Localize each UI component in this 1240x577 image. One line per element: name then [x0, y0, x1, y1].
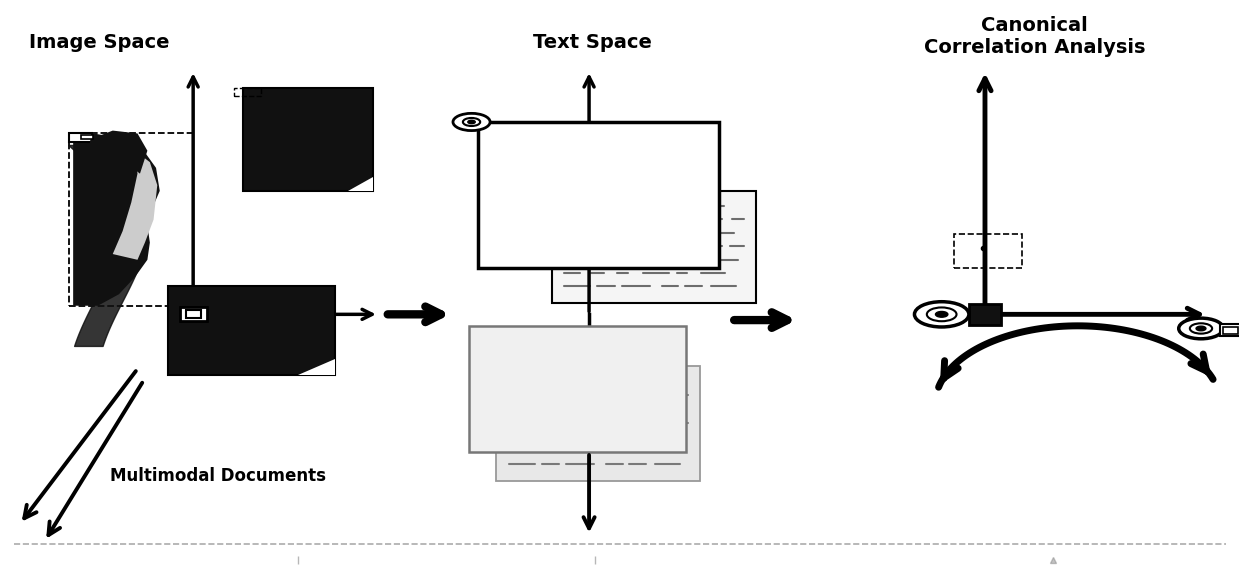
Circle shape: [1197, 326, 1207, 331]
Bar: [954, 234, 1022, 268]
Polygon shape: [86, 130, 148, 174]
Circle shape: [926, 308, 956, 321]
Circle shape: [914, 302, 968, 327]
Bar: [180, 308, 207, 321]
Bar: [469, 326, 686, 452]
Bar: [169, 286, 336, 374]
Text: Image Space: Image Space: [29, 33, 169, 52]
Bar: [234, 88, 262, 96]
Circle shape: [1179, 318, 1224, 339]
Circle shape: [453, 113, 490, 130]
Polygon shape: [113, 151, 157, 260]
Text: Text Space: Text Space: [533, 33, 652, 52]
Bar: [1224, 327, 1238, 334]
Circle shape: [1190, 323, 1213, 334]
Bar: [968, 304, 1001, 325]
Circle shape: [467, 120, 475, 123]
Text: Multimodal Documents: Multimodal Documents: [110, 467, 326, 485]
Bar: [1220, 324, 1240, 336]
Polygon shape: [73, 133, 160, 306]
Bar: [496, 366, 701, 481]
Bar: [243, 88, 372, 191]
Bar: [81, 135, 93, 139]
Bar: [552, 191, 756, 303]
Bar: [186, 310, 201, 319]
Polygon shape: [347, 177, 372, 191]
Bar: [69, 133, 193, 306]
Circle shape: [935, 312, 947, 317]
Bar: [181, 308, 206, 321]
Circle shape: [463, 118, 480, 126]
Bar: [69, 133, 92, 142]
Polygon shape: [299, 358, 336, 374]
Text: Canonical
Correlation Analysis: Canonical Correlation Analysis: [924, 16, 1146, 57]
Bar: [477, 122, 719, 268]
